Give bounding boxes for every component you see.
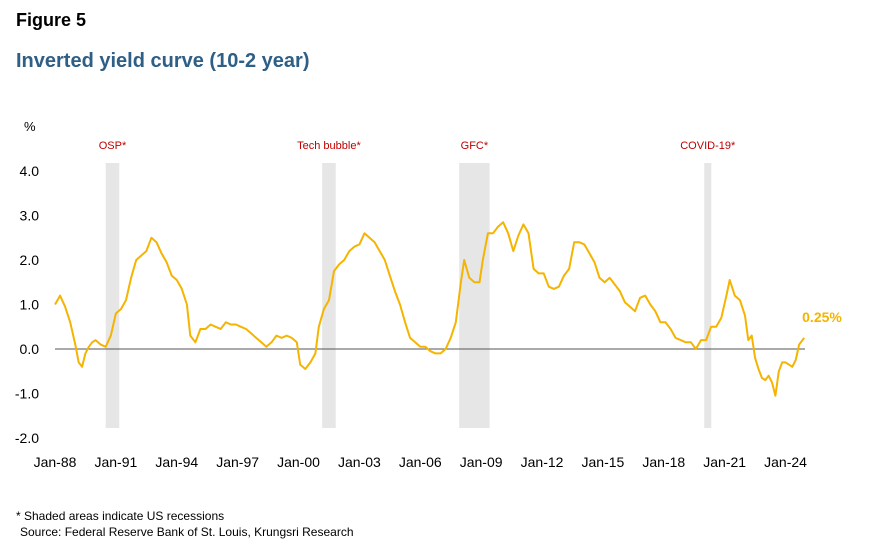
recession-shade-0 [105,163,120,428]
x-tick-label: Jan-88 [34,454,77,470]
recession-label: COVID-19* [680,140,736,152]
x-tick-label: Jan-91 [94,454,137,470]
x-tick-label: Jan-00 [277,454,320,470]
recession-label: OSP* [99,140,127,152]
x-tick-label: Jan-21 [703,454,746,470]
footnote-source: Source: Federal Reserve Bank of St. Loui… [20,525,354,539]
y-axis-ticks: 4.0 3.0 2.0 1.0 0.0 -1.0 -2.0 [15,163,39,446]
y-tick-label: 2.0 [20,252,40,268]
x-tick-label: Jan-94 [155,454,198,470]
x-axis-ticks: Jan-88 Jan-91 Jan-94 Jan-97 Jan-00 Jan-03 Jan-… [34,454,808,470]
recession-shade-3 [704,163,712,428]
chart-title: Inverted yield curve (10-2 year) [16,50,310,72]
recession-labels: OSP* Tech bubble* GFC* COVID-19* [99,140,736,152]
y-tick-label: 3.0 [20,208,40,224]
recession-label: GFC* [461,140,489,152]
x-tick-label: Jan-03 [338,454,381,470]
x-tick-label: Jan-12 [521,454,564,470]
series-line-10-2-spread [54,221,805,397]
x-tick-label: Jan-15 [582,454,625,470]
last-value-label: 0.25% [802,309,842,325]
yield-curve-chart: 4.03.02.01.00.0-1.0-2.0 Jan-88 Jan-91 Jan-… [15,140,843,470]
x-tick-label: Jan-09 [460,454,503,470]
y-tick-label: -2.0 [15,430,39,446]
y-axis-unit: % [24,119,36,134]
recession-shades [105,163,712,428]
recession-shade-2 [459,163,490,428]
x-tick-label: Jan-97 [216,454,259,470]
y-tick-label: 4.0 [20,163,40,179]
x-tick-label: Jan-24 [764,454,807,470]
y-tick-label: -1.0 [15,386,39,402]
x-tick-label: Jan-18 [642,454,685,470]
figure-label: Figure 5 [16,10,87,30]
y-tick-label: 0.0 [20,341,40,357]
y-tick-label: 1.0 [20,297,40,313]
footnote-shaded: * Shaded areas indicate US recessions [16,509,225,523]
x-tick-label: Jan-06 [399,454,442,470]
recession-label: Tech bubble* [297,140,361,152]
